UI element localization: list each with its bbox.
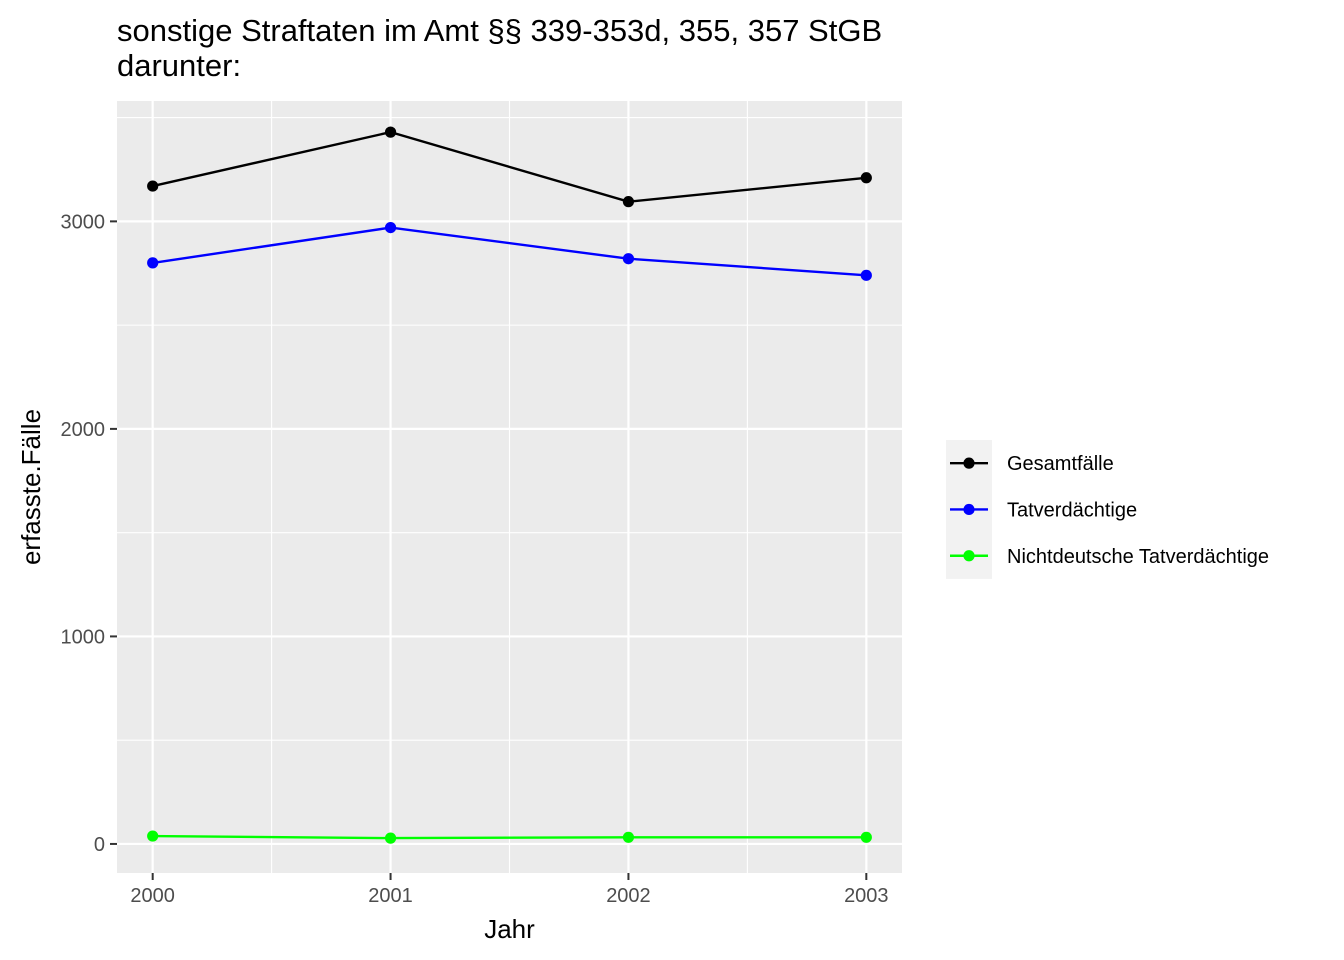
data-point [147, 830, 159, 842]
data-point [622, 831, 635, 843]
x-tick-label: 2003 [844, 885, 889, 907]
legend-key-point [963, 550, 975, 562]
legend-item-2: Nichtdeutsche Tatverdächtige [950, 546, 1269, 568]
legend-item-0: Gesamtfälle [950, 453, 1114, 475]
legend-key-point [963, 503, 975, 516]
data-point [147, 257, 159, 269]
data-point [860, 831, 872, 843]
y-tick-label: 1000 [61, 626, 106, 648]
legend-item-1: Tatverdächtige [950, 499, 1137, 521]
y-axis-title: erfasste.Fälle [16, 409, 46, 565]
series-line-2 [152, 834, 867, 840]
data-point [860, 269, 872, 281]
minor-gridlines [117, 101, 902, 873]
data-point [622, 196, 635, 208]
legend: Gesamtfälle Tatverdächtige Nichtdeutsche T… [946, 440, 1269, 579]
series-2 [147, 830, 872, 844]
chart-title-line-1: sonstige Straftaten im Amt §§ 339-353d, … [117, 13, 882, 48]
data-point [860, 172, 872, 184]
data-point [384, 126, 397, 138]
y-axis: 0 1000 2000 3000 [61, 211, 117, 856]
legend-key-point [963, 457, 975, 469]
series-line-0 [152, 130, 867, 203]
legend-label: Nichtdeutsche Tatverdächtige [1007, 546, 1269, 568]
major-gridlines [117, 101, 902, 873]
chart-title: sonstige Straftaten im Amt §§ 339-353d, … [117, 13, 882, 83]
legend-label: Tatverdächtige [1007, 499, 1137, 521]
data-point [384, 832, 397, 844]
x-tick-label: 2000 [130, 885, 175, 907]
data-point [622, 253, 635, 265]
series-1 [147, 221, 872, 281]
legend-label: Gesamtfälle [1007, 453, 1114, 475]
data-point [384, 221, 397, 234]
series-line-1 [152, 226, 867, 277]
y-tick-label: 2000 [61, 419, 106, 441]
series-layer [147, 126, 872, 844]
x-axis: 2000 2001 2002 2003 [130, 873, 889, 907]
x-tick-label: 2002 [606, 885, 651, 907]
data-point [147, 180, 159, 192]
chart-title-line-2: darunter: [117, 48, 241, 83]
series-0 [147, 126, 872, 208]
x-tick-label: 2001 [368, 885, 413, 907]
x-axis-title: Jahr [484, 914, 535, 944]
y-tick-label: 3000 [61, 211, 106, 233]
y-tick-label: 0 [94, 834, 105, 856]
